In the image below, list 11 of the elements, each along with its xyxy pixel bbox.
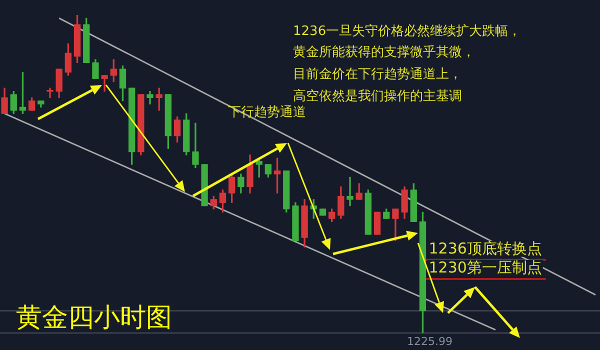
text: 黄金四小时图 xyxy=(16,302,172,335)
annotation: 高空依然是我们操作的主基调 xyxy=(293,89,462,104)
annotation: 目前金价在下行趋势通道上， xyxy=(293,67,462,82)
candlestick xyxy=(346,176,354,206)
annotation: 黄金所能获得的支撑微乎其微， xyxy=(293,45,475,60)
ref-line-label: 1230第一压制点 xyxy=(428,258,542,276)
candlestick xyxy=(46,88,54,98)
candlestick xyxy=(101,75,108,92)
ref-line-label: 1236顶底转换点 xyxy=(428,239,542,258)
text: 1225.99 xyxy=(407,335,452,348)
annotation: 1236一旦失守价格必然继续扩大跌幅， xyxy=(293,24,522,39)
